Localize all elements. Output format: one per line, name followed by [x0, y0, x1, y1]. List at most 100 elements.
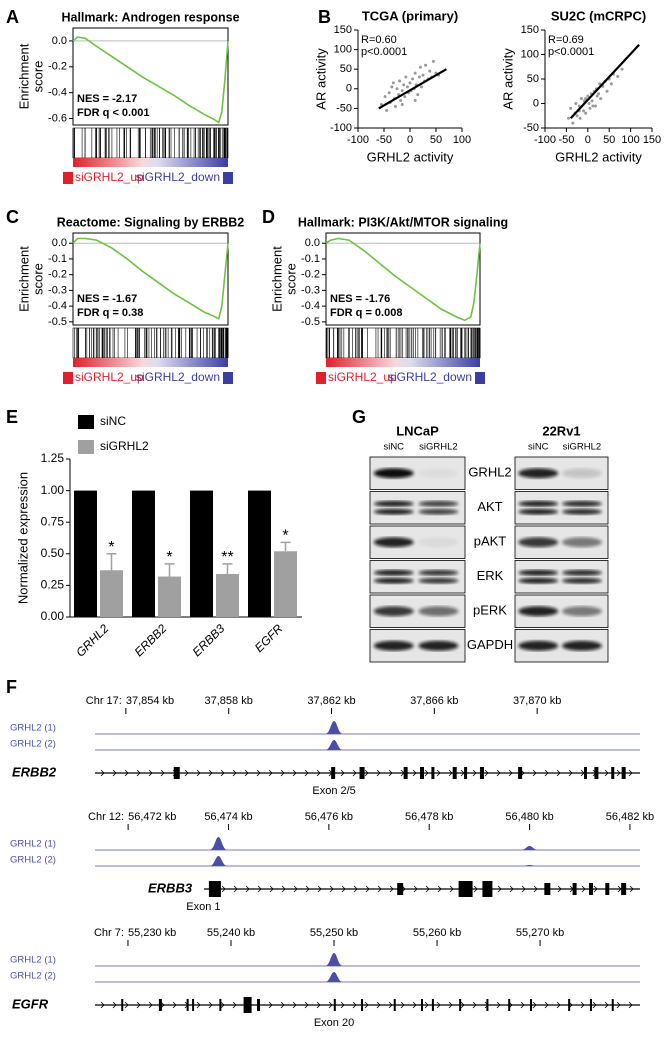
legend-swatch — [223, 172, 233, 184]
chart-title: Reactome: Signaling by ERBB2 — [57, 215, 245, 229]
significance: * — [108, 539, 114, 556]
exon — [219, 999, 222, 1011]
strand-arrow — [400, 1001, 405, 1009]
strand-arrow — [508, 769, 513, 777]
y-axis-label: Normalized expression — [15, 472, 30, 604]
strand-arrow — [424, 1001, 429, 1009]
exon — [588, 883, 593, 895]
y-tick-label: 0.0 — [52, 35, 67, 47]
exon — [431, 767, 435, 779]
annotation: NES = -1.67 — [77, 293, 137, 305]
point — [584, 111, 588, 115]
exon-label: Exon 20 — [314, 1017, 354, 1029]
point — [569, 106, 573, 110]
strand-arrow — [172, 1001, 177, 1009]
band — [373, 537, 414, 548]
strand-arrow — [568, 769, 573, 777]
exon — [393, 999, 396, 1011]
strand-arrow — [388, 1001, 393, 1009]
annotation: FDR q = 0.38 — [77, 307, 143, 319]
strand-arrow — [305, 885, 310, 893]
x-tick-label: 56,474 kb — [204, 811, 252, 823]
band — [373, 640, 414, 651]
strand-arrow — [544, 769, 549, 777]
band — [561, 577, 602, 584]
legend-swatch — [63, 172, 73, 184]
y-tick-label: 50 — [340, 63, 352, 75]
point — [575, 114, 579, 118]
point — [587, 102, 591, 105]
exon — [611, 999, 614, 1011]
annotation: p<0.0001 — [548, 46, 594, 58]
point — [411, 77, 415, 81]
bar — [132, 490, 155, 617]
strand-arrow — [112, 1001, 117, 1009]
band — [518, 500, 559, 507]
strand-arrow — [413, 885, 418, 893]
x-tick-label: 100 — [621, 134, 639, 146]
strand-arrow — [557, 885, 562, 893]
strand-arrow — [604, 769, 609, 777]
point — [590, 99, 594, 103]
legend-swatch — [78, 440, 94, 454]
peak — [325, 972, 344, 982]
strand-arrow — [532, 1001, 537, 1009]
sample-label: GRHL2 (1) — [10, 723, 56, 734]
band — [418, 508, 459, 515]
exon — [359, 767, 365, 779]
enrichment-curve — [72, 36, 229, 124]
x-tick-label: ERBB2 — [132, 621, 170, 659]
point — [403, 95, 407, 99]
point — [571, 121, 575, 125]
protein-label: AKT — [477, 499, 502, 514]
strand-arrow — [556, 1001, 561, 1009]
point — [418, 65, 422, 69]
strand-arrow — [100, 1001, 105, 1009]
strand-arrow — [496, 1001, 501, 1009]
strand-arrow — [220, 1001, 225, 1009]
band — [518, 606, 559, 617]
y-tick-label: 100 — [521, 48, 539, 60]
point — [391, 81, 395, 85]
rank-color-bar — [326, 358, 480, 367]
x-tick-label: 56,472 kb — [128, 811, 176, 823]
y-tick-label: -100 — [330, 122, 352, 134]
strand-arrow — [616, 1001, 621, 1009]
bar — [274, 551, 297, 617]
exon — [518, 767, 523, 779]
y-tick-label: -0.2 — [48, 269, 67, 281]
strand-arrow — [316, 769, 321, 777]
strand-arrow — [437, 885, 442, 893]
strand-arrow — [148, 1001, 153, 1009]
panel-label: C — [6, 207, 19, 227]
strand-arrow — [280, 769, 285, 777]
chrom-label: Chr 12: — [88, 811, 124, 823]
bar — [100, 570, 123, 617]
sample-label: GRHL2 (2) — [10, 855, 56, 866]
band — [561, 606, 602, 617]
legend-swatch — [316, 372, 326, 384]
plot-frame — [72, 27, 229, 126]
y-tick-label: 0.0 — [52, 237, 67, 249]
legend-label: siGRHL2_down — [388, 370, 472, 384]
point — [400, 102, 404, 106]
sample-label: GRHL2 (1) — [10, 839, 56, 850]
y-tick-label: 150 — [334, 24, 352, 36]
exon — [589, 999, 592, 1011]
band — [373, 569, 414, 576]
strand-arrow — [581, 885, 586, 893]
exon — [594, 767, 599, 779]
exon — [605, 883, 610, 895]
point — [597, 92, 600, 96]
protein-label: pERK — [473, 603, 507, 618]
protein-label: pAKT — [474, 534, 507, 549]
strand-arrow — [593, 885, 598, 893]
x-tick-label: 37,854 kb — [126, 695, 174, 707]
y-axis-label: score — [30, 61, 45, 93]
band — [418, 569, 459, 576]
strand-arrow — [412, 769, 417, 777]
y-tick-label: -0.6 — [48, 112, 67, 124]
point — [582, 109, 586, 113]
strand-arrow — [448, 1001, 453, 1009]
exon — [459, 999, 462, 1011]
